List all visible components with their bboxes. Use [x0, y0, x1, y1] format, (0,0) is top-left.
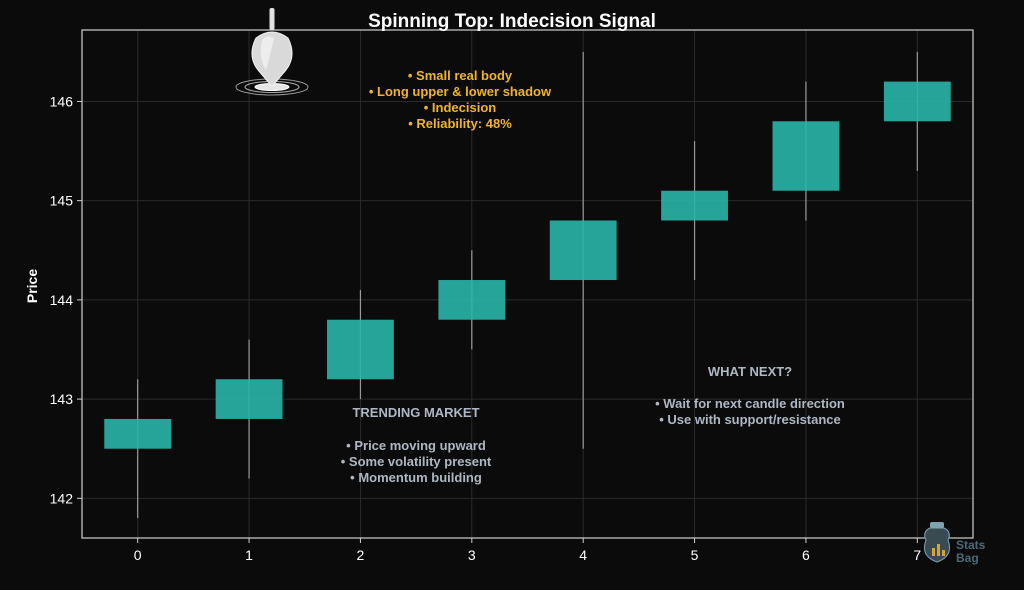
- candle-body: [215, 379, 283, 419]
- pattern-info-line: • Long upper & lower shadow: [369, 84, 552, 99]
- trend-note-line: • Momentum building: [350, 470, 482, 485]
- next-note-block: WHAT NEXT? • Wait for next candle direct…: [655, 364, 845, 427]
- x-tick-label: 0: [134, 547, 142, 563]
- plot-frame: [81, 29, 974, 539]
- candle: [438, 250, 506, 350]
- trend-note-block: TRENDING MARKET • Price moving upward • …: [341, 405, 492, 485]
- candle-body: [772, 121, 840, 191]
- trend-note-title: TRENDING MARKET: [352, 405, 479, 420]
- y-tick-label: 142: [50, 490, 74, 506]
- candle: [883, 51, 951, 171]
- candle: [661, 141, 728, 281]
- x-tick-label: 5: [691, 547, 699, 563]
- logo-text-line: Stats: [956, 538, 986, 552]
- x-tick-label: 6: [802, 547, 810, 563]
- x-tick-label: 4: [579, 547, 587, 563]
- candle-body: [438, 280, 506, 320]
- x-tick-label: 1: [245, 547, 253, 563]
- pattern-info-line: • Indecision: [424, 100, 497, 115]
- pattern-info-line: • Small real body: [408, 68, 513, 83]
- candle: [327, 289, 394, 400]
- pattern-info-line: • Reliability: 48%: [408, 116, 512, 131]
- candle: [215, 339, 283, 479]
- candle-body: [327, 319, 394, 380]
- next-note-line: • Use with support/resistance: [659, 412, 841, 427]
- x-tick-label: 2: [357, 547, 365, 563]
- candle-body: [549, 220, 617, 281]
- candle-body: [661, 190, 728, 221]
- next-note-line: • Wait for next candle direction: [655, 396, 845, 411]
- y-axis-label: Price: [24, 269, 40, 303]
- x-tick-label: 3: [468, 547, 476, 563]
- y-tick-label: 144: [50, 292, 74, 308]
- candle-layer: [104, 51, 951, 519]
- stats-bag-logo: Stats Bag: [923, 522, 986, 565]
- candle-body: [883, 81, 951, 122]
- chart-title: Spinning Top: Indecision Signal: [368, 11, 656, 32]
- spinning-top-icon: [235, 8, 309, 96]
- next-note-title: WHAT NEXT?: [708, 364, 792, 379]
- pattern-info-block: • Small real body • Long upper & lower s…: [369, 68, 552, 131]
- trend-note-line: • Some volatility present: [341, 454, 492, 469]
- candle: [772, 81, 840, 221]
- y-tick-label: 146: [50, 93, 74, 109]
- logo-text-line: Bag: [956, 551, 979, 565]
- candle: [104, 379, 172, 519]
- y-tick-label: 143: [50, 391, 74, 407]
- trend-note-line: • Price moving upward: [346, 438, 486, 453]
- candle-body: [104, 418, 172, 449]
- y-tick-label: 145: [50, 193, 74, 209]
- candle: [549, 51, 617, 449]
- x-tick-label: 7: [913, 547, 921, 563]
- tick-layer: 142 143 144 145 146 0 1 2 3 4 5 6 7: [50, 93, 922, 563]
